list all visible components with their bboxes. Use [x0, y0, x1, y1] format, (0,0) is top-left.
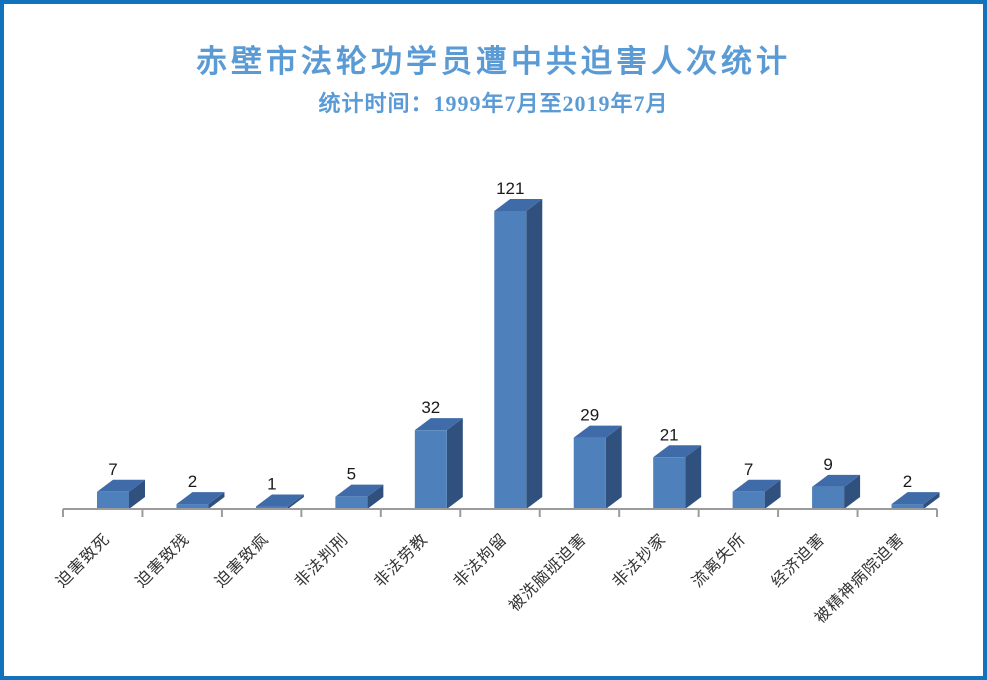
category-label: 经济迫害 [768, 530, 829, 591]
bar-top-face [335, 484, 384, 497]
bar-front-face [573, 437, 606, 509]
bar-side-face [287, 494, 304, 509]
bar-front-face [891, 504, 924, 509]
bar-value-label: 21 [660, 425, 679, 444]
bar-top-face [812, 474, 861, 487]
bar-front-face [97, 491, 129, 509]
category-label: 非法拘留 [450, 530, 511, 591]
bar-group: 7 [732, 460, 781, 509]
bar-front-face [732, 491, 765, 509]
bar-side-face [129, 479, 145, 509]
bar-top-face [414, 418, 463, 431]
bar-side-face [446, 418, 463, 509]
bar-front-face [335, 496, 368, 509]
bar-group: 5 [335, 465, 384, 509]
category-label: 迫害致疯 [212, 530, 273, 591]
chart-title: 赤壁市法轮功学员遭中共迫害人次统计 [196, 44, 791, 79]
chart-subtitle: 统计时间：1999年7月至2019年7月 [318, 91, 669, 116]
category-label: 流离失所 [688, 530, 749, 591]
bar-group: 9 [812, 455, 861, 509]
category-label: 非法抄家 [609, 530, 670, 591]
bar-side-face [367, 484, 384, 509]
bar-side-face [685, 445, 702, 509]
bar-value-label: 5 [347, 465, 356, 484]
bar-side-face [208, 492, 225, 509]
bar-top-face [891, 492, 940, 505]
bar-front-face [414, 430, 447, 509]
category-label: 迫害致残 [132, 530, 193, 591]
bar-value-label: 2 [903, 472, 912, 491]
bar-group: 1 [255, 475, 304, 509]
bar-top-face [732, 479, 781, 492]
bar-top-face [653, 445, 702, 458]
bar-group: 121 [494, 179, 543, 510]
bar-side-face [764, 479, 781, 509]
bar-side-face [844, 474, 861, 509]
category-label: 非法劳教 [371, 530, 432, 591]
bar-top-face [494, 198, 543, 211]
bar-value-label: 2 [188, 472, 197, 491]
bar-front-face [494, 210, 527, 510]
bar-value-label: 1 [267, 475, 276, 494]
bar-value-label: 121 [496, 179, 524, 198]
bar-value-label: 32 [421, 398, 440, 417]
bar-front-face [653, 457, 686, 509]
bar-top-face [176, 492, 225, 505]
bar-value-label: 7 [744, 460, 753, 479]
bar-group: 21 [653, 425, 702, 509]
bar-value-label: 9 [823, 455, 832, 474]
bar-group: 32 [414, 398, 463, 509]
bar-front-face [255, 506, 288, 509]
bar-group: 2 [891, 472, 940, 509]
bar-top-face [97, 479, 145, 492]
bar-group: 29 [573, 406, 622, 509]
bar-front-face [176, 504, 209, 509]
bar-front-face [812, 486, 845, 509]
bar-group: 2 [176, 472, 225, 509]
bar-value-label: 7 [108, 460, 117, 479]
bar-top-face [255, 494, 304, 507]
bar-top-face [573, 425, 622, 438]
bar-value-label: 29 [580, 406, 599, 425]
category-label: 被洗脑班迫害 [505, 530, 590, 615]
category-label: 迫害致死 [53, 530, 114, 591]
bar-group: 7 [97, 460, 145, 509]
category-label: 非法判刑 [291, 530, 352, 591]
bar-side-face [923, 492, 940, 509]
bar-side-face [526, 198, 543, 510]
bar-side-face [605, 425, 622, 509]
